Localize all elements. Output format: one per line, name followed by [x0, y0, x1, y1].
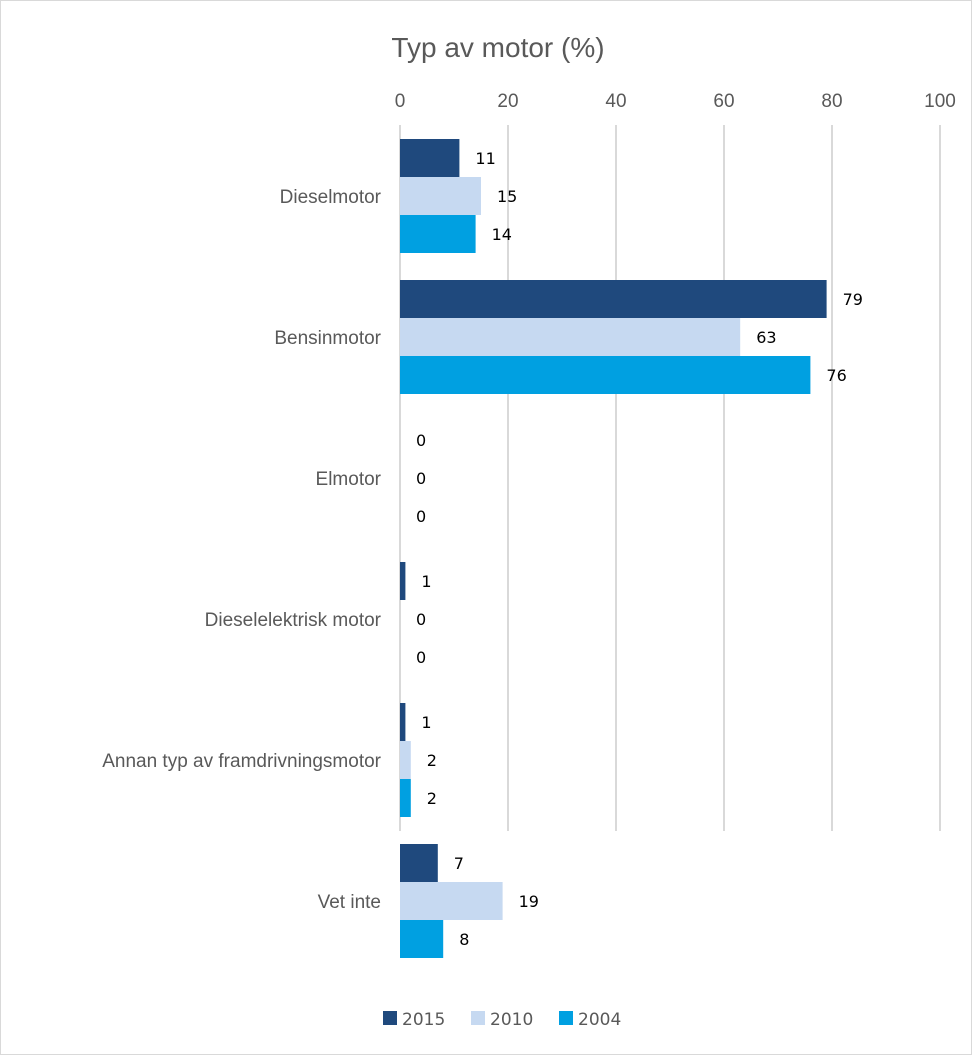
bar-2015	[400, 280, 827, 318]
bar-2004	[400, 920, 444, 958]
data-label: 11	[475, 149, 495, 168]
legend-label: 2015	[402, 1010, 445, 1030]
bar-2015	[400, 703, 406, 741]
data-label: 8	[459, 930, 469, 949]
x-tick-label: 20	[497, 91, 518, 112]
legend-swatch	[471, 1011, 485, 1025]
data-label: 15	[497, 187, 517, 206]
data-label: 1	[421, 713, 431, 732]
bar-2004	[400, 356, 811, 394]
x-tick-label: 0	[395, 91, 406, 112]
bar-2015	[400, 562, 406, 600]
data-label: 0	[416, 431, 426, 450]
category-label: Vet inte	[318, 892, 381, 913]
bar-2010	[400, 882, 503, 920]
data-label: 2	[427, 789, 437, 808]
x-tick-label: 60	[713, 91, 734, 112]
data-label: 14	[492, 225, 512, 244]
chart-title: Typ av motor (%)	[391, 32, 604, 63]
legend-label: 2004	[578, 1010, 621, 1030]
x-axis-ticks: 0 20 40 60 80 100	[395, 91, 956, 112]
legend-item-2004: 2004	[559, 1010, 621, 1030]
category-label: Dieselmotor	[280, 187, 382, 208]
x-tick-label: 80	[821, 91, 842, 112]
bar-2015	[400, 844, 438, 882]
data-label: 19	[519, 892, 539, 911]
bar-2010	[400, 318, 741, 356]
data-label: 63	[756, 328, 776, 347]
category-label: Annan typ av framdrivningsmotor	[102, 751, 381, 772]
data-label: 0	[416, 469, 426, 488]
data-label: 0	[416, 648, 426, 667]
legend-swatch	[559, 1011, 573, 1025]
gridlines	[399, 125, 941, 831]
data-label: 7	[454, 854, 464, 873]
bar-2010	[400, 741, 411, 779]
legend-label: 2010	[490, 1010, 533, 1030]
legend-item-2010: 2010	[471, 1010, 533, 1030]
legend-swatch	[383, 1011, 397, 1025]
bars	[400, 139, 827, 958]
bar-2015	[400, 139, 460, 177]
bar-2010	[400, 177, 481, 215]
x-tick-label: 100	[924, 91, 956, 112]
bar-2004	[400, 779, 411, 817]
legend-item-2015: 2015	[383, 1010, 445, 1030]
category-label: Elmotor	[316, 469, 382, 490]
legend: 2015 2010 2004	[383, 1010, 621, 1030]
data-label: 76	[826, 366, 846, 385]
bar-2004	[400, 215, 476, 253]
x-tick-label: 40	[605, 91, 626, 112]
data-label: 2	[427, 751, 437, 770]
category-labels: Dieselmotor Bensinmotor Elmotor Dieselelekt…	[102, 187, 381, 913]
data-label: 1	[421, 572, 431, 591]
category-label: Dieselelektrisk motor	[205, 610, 382, 631]
data-label: 79	[843, 290, 863, 309]
category-label: Bensinmotor	[274, 328, 381, 349]
data-label: 0	[416, 507, 426, 526]
data-label: 0	[416, 610, 426, 629]
